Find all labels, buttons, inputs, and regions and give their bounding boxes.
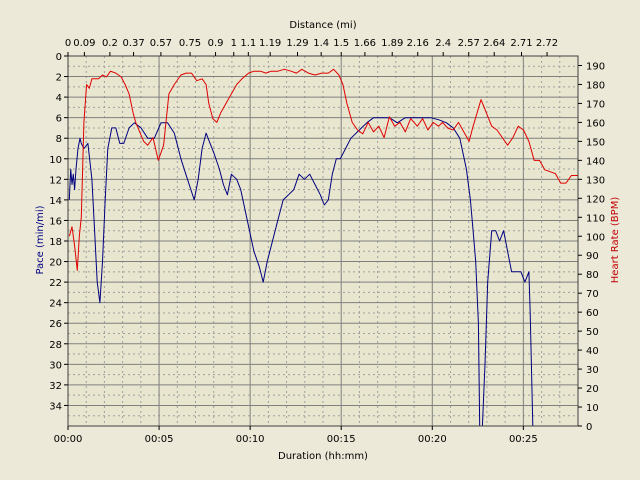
y-tick-label: 34 bbox=[49, 401, 62, 412]
grid bbox=[67, 55, 578, 426]
x2-tick-label: 2.16 bbox=[407, 38, 429, 49]
x2-tick-label: 1 bbox=[231, 38, 237, 49]
pace-series-line bbox=[68, 117, 534, 427]
series-group bbox=[68, 68, 578, 427]
y2-tick-label: 40 bbox=[586, 346, 599, 357]
y2-tick-label: 70 bbox=[586, 289, 599, 300]
y2-tick-label: 180 bbox=[586, 80, 605, 91]
y2-tick-label: 10 bbox=[586, 403, 599, 414]
y-tick-label: 12 bbox=[49, 175, 62, 186]
x2-tick-label: 0.57 bbox=[150, 38, 172, 49]
x2-tick-label: 1.66 bbox=[354, 38, 376, 49]
y2-tick-label: 60 bbox=[586, 308, 599, 319]
y-tick-label: 18 bbox=[49, 237, 62, 248]
y-tick-label: 6 bbox=[56, 114, 62, 125]
x2-tick-label: 1.4 bbox=[313, 38, 329, 49]
x-axis-label: Duration (hh:mm) bbox=[278, 451, 368, 462]
y-tick-label: 30 bbox=[49, 360, 62, 371]
x-axis-ticks: 00:00 00:05 00:10 00:15 00:20 00:25 bbox=[54, 426, 538, 445]
x2-tick-label: 1.89 bbox=[381, 38, 403, 49]
x2-tick-label: 1.29 bbox=[286, 38, 308, 49]
y2-tick-label: 0 bbox=[586, 422, 592, 433]
y2-tick-label: 120 bbox=[586, 194, 605, 205]
y-axis-label: Pace (min/mi) bbox=[35, 205, 46, 274]
y2-tick-label: 90 bbox=[586, 251, 599, 262]
y2-tick-label: 160 bbox=[586, 118, 605, 129]
x2-tick-label: 0.09 bbox=[73, 38, 95, 49]
y-tick-label: 4 bbox=[56, 93, 62, 104]
y-tick-label: 20 bbox=[49, 258, 62, 269]
y2-tick-label: 130 bbox=[586, 175, 605, 186]
y-tick-label: 28 bbox=[49, 340, 62, 351]
x2-tick-label: 2.64 bbox=[483, 38, 505, 49]
x2-tick-label: 0.75 bbox=[179, 38, 201, 49]
y2-tick-label: 20 bbox=[586, 384, 599, 395]
x2-axis-ticks: 0 0.09 0.2 0.37 0.57 0.75 0.9 1 1.1 1.19 1.29 1.4 1.… bbox=[65, 38, 558, 56]
y2-tick-label: 80 bbox=[586, 270, 599, 281]
y2-tick-label: 170 bbox=[586, 99, 605, 110]
x2-tick-label: 0.37 bbox=[122, 38, 144, 49]
y-tick-label: 22 bbox=[49, 278, 62, 289]
x2-tick-label: 1.1 bbox=[240, 38, 256, 49]
y2-tick-label: 140 bbox=[586, 156, 605, 167]
x2-tick-label: 1.19 bbox=[259, 38, 281, 49]
x2-tick-label: 2.4 bbox=[435, 38, 451, 49]
y-tick-label: 0 bbox=[56, 52, 62, 63]
x-tick-label: 00:05 bbox=[145, 434, 174, 445]
y-tick-label: 24 bbox=[49, 299, 62, 310]
x2-tick-label: 2.72 bbox=[536, 38, 558, 49]
y-tick-label: 26 bbox=[49, 319, 62, 330]
y-tick-label: 8 bbox=[56, 134, 62, 145]
y2-tick-label: 30 bbox=[586, 365, 599, 376]
x2-tick-label: 1.5 bbox=[333, 38, 349, 49]
x-tick-label: 00:00 bbox=[54, 434, 83, 445]
x2-tick-label: 2.57 bbox=[458, 38, 480, 49]
y2-tick-label: 190 bbox=[586, 61, 605, 72]
y2-tick-label: 110 bbox=[586, 213, 605, 224]
y-tick-label: 2 bbox=[56, 73, 62, 84]
y2-tick-label: 150 bbox=[586, 137, 605, 148]
x2-tick-label: 0.9 bbox=[208, 38, 224, 49]
y2-tick-label: 100 bbox=[586, 232, 605, 243]
y-tick-label: 32 bbox=[49, 381, 62, 392]
x2-tick-label: 2.71 bbox=[510, 38, 532, 49]
x-tick-label: 00:25 bbox=[509, 434, 538, 445]
x-tick-label: 00:15 bbox=[327, 434, 356, 445]
x2-axis-label: Distance (mi) bbox=[289, 20, 356, 31]
y2-tick-label: 50 bbox=[586, 327, 599, 338]
x2-tick-label: 0 bbox=[65, 38, 71, 49]
x-tick-label: 00:10 bbox=[236, 434, 265, 445]
y2-axis-label: Heart Rate (BPM) bbox=[610, 197, 621, 284]
y2-axis-ticks: 0 10 20 30 40 50 60 70 80 90 100 110 120 130 140 150 160… bbox=[578, 61, 605, 433]
heart-rate-series-line bbox=[68, 68, 578, 271]
x2-tick-label: 0.2 bbox=[102, 38, 118, 49]
x-tick-label: 00:20 bbox=[418, 434, 447, 445]
y-tick-label: 16 bbox=[49, 216, 62, 227]
y-tick-label: 10 bbox=[49, 155, 62, 166]
y-tick-label: 14 bbox=[49, 196, 62, 207]
